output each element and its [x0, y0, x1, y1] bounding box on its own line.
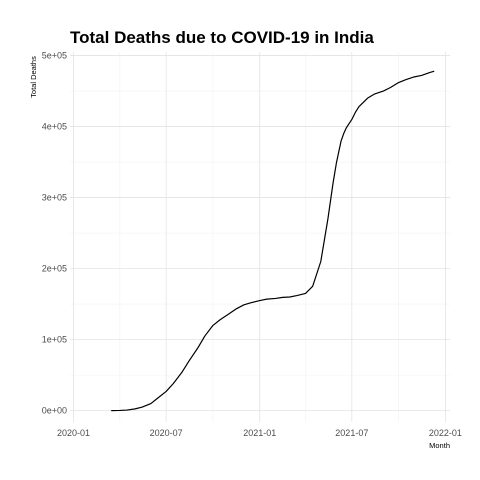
y-tick-label: 2e+05 — [42, 264, 67, 274]
y-axis-label: Total Deaths — [29, 56, 38, 98]
y-tick-label: 4e+05 — [42, 122, 67, 132]
y-tick-label: 3e+05 — [42, 193, 67, 203]
x-tick-label: 2020-07 — [150, 428, 183, 438]
y-tick-label: 0e+00 — [42, 406, 67, 416]
chart-title: Total Deaths due to COVID-19 in India — [70, 28, 374, 47]
total-deaths-line — [111, 70, 435, 412]
x-axis-label: Month — [429, 441, 450, 450]
x-tick-label: 2022-01 — [429, 428, 462, 438]
x-tick-label: 2021-07 — [335, 428, 368, 438]
x-axis: 2020-01 2020-07 2021-01 2021-07 2022-01 — [57, 428, 462, 438]
y-axis: 0e+00 1e+05 2e+05 3e+05 4e+05 5e+05 — [42, 51, 67, 416]
y-tick-label: 5e+05 — [42, 51, 67, 61]
x-tick-label: 2021-01 — [243, 428, 276, 438]
grid — [70, 52, 450, 422]
y-tick-label: 1e+05 — [42, 335, 67, 345]
x-tick-label: 2020-01 — [57, 428, 90, 438]
